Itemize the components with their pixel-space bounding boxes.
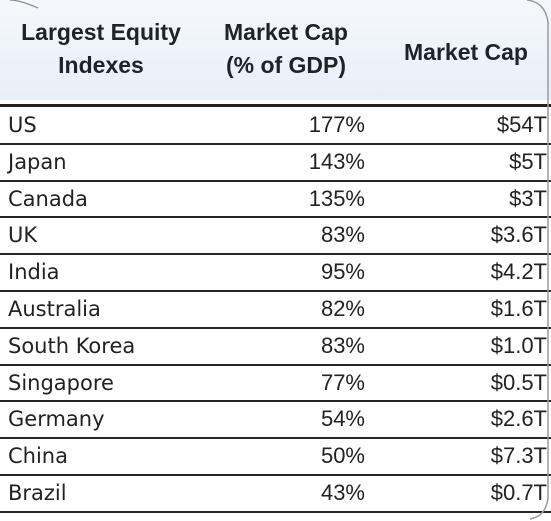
cell-country: Japan: [8, 149, 67, 174]
cell-market-cap: $54T: [496, 112, 547, 137]
cell-market-cap: $2.6T: [490, 406, 547, 432]
cell-market-cap-pct-gdp: 95%: [320, 259, 365, 285]
column-header-index: Largest Equity Indexes: [21, 19, 181, 78]
cell-market-cap-pct-gdp: 135%: [308, 185, 365, 211]
table-header: Largest Equity Indexes Market Cap (% of …: [0, 0, 551, 100]
table-row: UK 83% $3.6T: [0, 218, 551, 256]
column-header-market-cap-pct-gdp: Market Cap (% of GDP): [224, 19, 348, 78]
cell-market-cap-pct-gdp: 83%: [320, 222, 365, 248]
cell-country: Brazil: [8, 480, 67, 505]
table-row: US 177% $54T: [0, 108, 551, 145]
table-row: Singapore 77% $0.5T: [0, 366, 551, 403]
table-row: Japan 143% $5T: [0, 145, 551, 182]
cell-market-cap-pct-gdp: 83%: [320, 332, 365, 358]
cell-country: Australia: [8, 296, 101, 321]
table-row: Germany 54% $2.6T: [0, 402, 551, 440]
cell-market-cap-pct-gdp: 50%: [320, 443, 365, 469]
cell-market-cap: $3.6T: [490, 222, 547, 248]
cell-market-cap: $1.0T: [490, 332, 547, 358]
cell-market-cap: $1.6T: [490, 295, 547, 321]
cell-country: US: [8, 113, 37, 137]
cell-market-cap-pct-gdp: 54%: [320, 406, 365, 432]
cell-market-cap: $5T: [509, 148, 547, 174]
cell-country: Germany: [8, 407, 105, 432]
header-divider: [0, 104, 551, 107]
table-row: India 95% $4.2T: [0, 255, 551, 292]
table-row: Australia 82% $1.6T: [0, 292, 551, 329]
cell-country: South Korea: [8, 333, 136, 358]
cell-market-cap-pct-gdp: 82%: [320, 295, 365, 321]
table-body: US 177% $54T Japan 143% $5T Canada 135% $3T UK 83%…: [0, 108, 551, 513]
cell-country: Singapore: [8, 370, 114, 395]
table-row: South Korea 83% $1.0T: [0, 329, 551, 366]
cell-country: UK: [8, 223, 38, 248]
cell-market-cap-pct-gdp: 77%: [320, 369, 365, 395]
cell-country: China: [8, 444, 68, 469]
table-row: Brazil 43% $0.7T: [0, 476, 551, 513]
cell-market-cap-pct-gdp: 177%: [308, 112, 365, 137]
cell-market-cap-pct-gdp: 143%: [308, 148, 365, 174]
cell-market-cap: $4.2T: [490, 259, 547, 285]
table-row: Canada 135% $3T: [0, 182, 551, 219]
cell-country: Canada: [8, 186, 88, 211]
cell-country: India: [8, 260, 60, 285]
cell-market-cap: $7.3T: [490, 443, 547, 469]
cell-market-cap: $0.7T: [490, 479, 547, 505]
column-header-market-cap: Market Cap: [404, 39, 528, 65]
cell-market-cap: $3T: [509, 185, 547, 211]
cell-market-cap: $0.5T: [490, 369, 547, 395]
table-row: China 50% $7.3T: [0, 439, 551, 476]
cell-market-cap-pct-gdp: 43%: [320, 479, 365, 505]
